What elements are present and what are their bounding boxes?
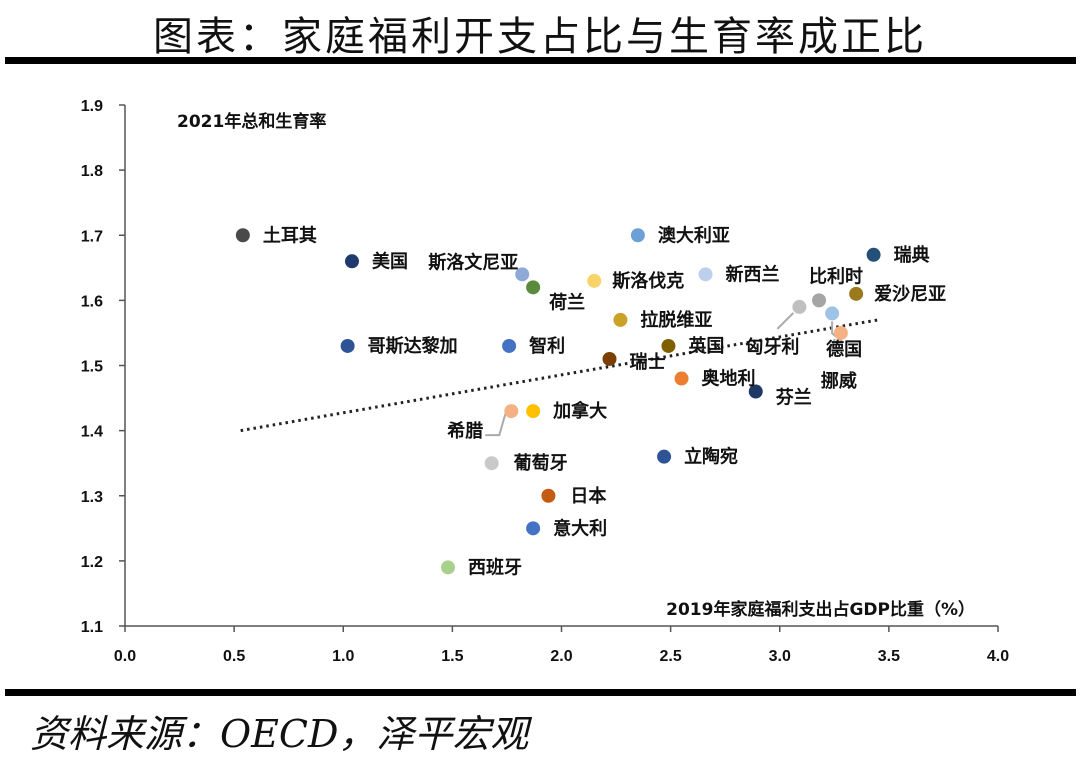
x-tick-label: 4.0 bbox=[987, 648, 1009, 665]
data-point bbox=[698, 267, 713, 282]
chart-ticks: 1.1 1.2 1.3 1.4 1.5 1.6 1.7 1.8 1.9 0.0 0.5 1.0 1.5 2… bbox=[81, 98, 1009, 665]
x-tick-label: 3.5 bbox=[878, 648, 900, 665]
y-tick-label: 1.3 bbox=[81, 489, 103, 506]
data-point bbox=[602, 351, 617, 366]
point-label: 拉脱维亚 bbox=[640, 309, 712, 331]
footer-rule bbox=[5, 689, 1076, 696]
data-points bbox=[235, 228, 881, 575]
data-point bbox=[748, 384, 763, 399]
chart-axes bbox=[124, 105, 998, 627]
data-point bbox=[344, 254, 359, 269]
point-label: 比利时 bbox=[809, 265, 863, 287]
point-label: 斯洛文尼亚 bbox=[428, 251, 518, 273]
data-point bbox=[526, 404, 541, 419]
point-label: 新西兰 bbox=[726, 263, 780, 285]
data-point bbox=[340, 338, 355, 353]
data-point bbox=[866, 247, 881, 262]
point-label: 爱沙尼亚 bbox=[874, 284, 946, 305]
point-label: 奥地利 bbox=[702, 368, 756, 390]
point-label: 匈牙利 bbox=[745, 336, 799, 358]
point-label: 瑞士 bbox=[630, 352, 666, 373]
point-label: 西班牙 bbox=[468, 557, 522, 578]
y-tick-label: 1.8 bbox=[81, 163, 103, 180]
point-label: 英国 bbox=[687, 335, 724, 357]
y-tick-label: 1.4 bbox=[81, 424, 103, 441]
y-tick-label: 1.9 bbox=[81, 98, 103, 115]
point-label: 哥斯达黎加 bbox=[368, 335, 458, 357]
x-tick-label: 3.0 bbox=[769, 648, 791, 665]
data-point bbox=[661, 338, 676, 353]
point-label: 土耳其 bbox=[263, 225, 317, 246]
y-axis-title: 2021年总和生育率 bbox=[177, 111, 326, 132]
y-tick-label: 1.7 bbox=[81, 228, 103, 245]
data-point bbox=[515, 267, 530, 282]
data-point bbox=[541, 488, 556, 503]
source-note: 资料来源：OECD，泽平宏观 bbox=[30, 712, 529, 756]
data-point bbox=[657, 449, 672, 464]
x-tick-label: 1.5 bbox=[441, 648, 463, 665]
point-label: 斯洛伐克 bbox=[612, 270, 684, 292]
leader-line bbox=[776, 312, 795, 330]
data-point bbox=[630, 228, 645, 243]
point-label: 葡萄牙 bbox=[513, 452, 568, 474]
point-label: 日本 bbox=[570, 485, 606, 507]
point-label: 挪威 bbox=[821, 370, 857, 392]
point-label: 加拿大 bbox=[552, 400, 607, 422]
leader-line bbox=[829, 338, 836, 350]
data-point bbox=[674, 371, 689, 386]
x-tick-label: 2.0 bbox=[550, 648, 572, 665]
leader-lines bbox=[485, 312, 843, 437]
data-point bbox=[526, 280, 541, 295]
x-tick-label: 2.5 bbox=[660, 648, 682, 665]
data-point bbox=[441, 560, 456, 575]
data-point bbox=[484, 456, 499, 471]
point-label: 瑞典 bbox=[894, 244, 930, 266]
scatter-chart: 1.1 1.2 1.3 1.4 1.5 1.6 1.7 1.8 1.9 0.0 0.5 1.0 1.5 2… bbox=[81, 98, 1009, 665]
data-point bbox=[587, 273, 602, 288]
point-label: 美国 bbox=[372, 250, 408, 272]
x-tick-label: 0.5 bbox=[223, 648, 245, 665]
data-point bbox=[613, 312, 628, 327]
x-axis-title: 2019年家庭福利支出占GDP比重（%） bbox=[666, 599, 975, 620]
data-point bbox=[833, 325, 848, 340]
y-tick-label: 1.2 bbox=[81, 554, 103, 571]
data-point bbox=[235, 228, 250, 243]
y-tick-label: 1.1 bbox=[81, 619, 103, 636]
point-label: 希腊 bbox=[447, 420, 483, 442]
x-tick-label: 1.0 bbox=[332, 648, 354, 665]
data-point bbox=[825, 306, 840, 321]
leader-line bbox=[485, 413, 507, 437]
data-point bbox=[504, 404, 519, 419]
y-tick-label: 1.5 bbox=[81, 359, 103, 376]
data-point bbox=[526, 521, 541, 536]
point-label: 意大利 bbox=[553, 517, 607, 539]
data-point bbox=[792, 299, 807, 314]
point-label: 智利 bbox=[529, 335, 565, 357]
point-label: 荷兰 bbox=[549, 291, 585, 313]
x-tick-label: 0.0 bbox=[114, 648, 136, 665]
point-label: 澳大利亚 bbox=[658, 224, 730, 246]
page-title: 图表：家庭福利开支占比与生育率成正比 bbox=[153, 14, 927, 60]
data-point bbox=[812, 293, 827, 308]
y-tick-label: 1.6 bbox=[81, 293, 103, 310]
point-label: 德国 bbox=[826, 338, 862, 360]
data-point bbox=[502, 338, 517, 353]
title-rule bbox=[5, 57, 1076, 64]
point-label: 芬兰 bbox=[775, 387, 812, 409]
data-point bbox=[849, 286, 864, 301]
point-label: 立陶宛 bbox=[684, 446, 738, 468]
